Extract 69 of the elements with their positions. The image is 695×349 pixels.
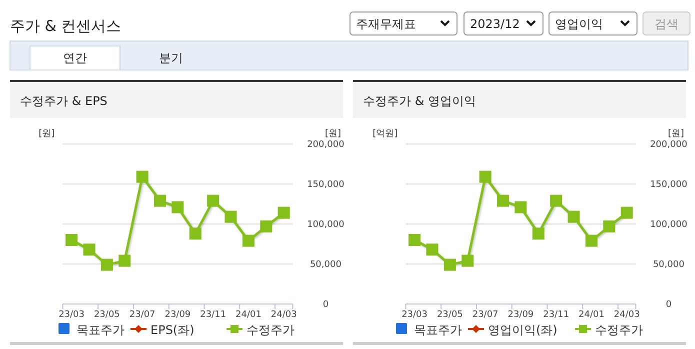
point — [568, 210, 580, 223]
x-tick-label: 23/11 — [543, 310, 570, 320]
y2-tick-label: 50,000 — [310, 260, 342, 270]
point — [83, 244, 96, 256]
point — [260, 220, 272, 232]
y2-tick-label: 100,000 — [650, 220, 688, 230]
y-axis-title: [억원] — [372, 129, 398, 139]
x-tick-label: 23/03 — [402, 310, 428, 320]
point — [66, 234, 78, 246]
x-tick-label: 23/05 — [94, 310, 120, 320]
legend-label: EPS(좌) — [150, 323, 194, 337]
x-tick-label: 23/03 — [58, 310, 85, 320]
point — [207, 194, 220, 207]
point — [514, 201, 527, 214]
point — [100, 258, 113, 271]
point — [444, 258, 456, 271]
point — [242, 234, 254, 247]
y2-axis-title: [원] — [668, 129, 684, 139]
point — [172, 201, 184, 214]
text: 분기 — [159, 51, 183, 65]
x-tick-label: 24/01 — [578, 310, 604, 320]
x-tick-label: 23/11 — [200, 310, 226, 320]
text: 2023/12 — [470, 17, 520, 31]
legend-label: 수정주가 — [595, 323, 643, 337]
point — [278, 206, 290, 219]
point — [585, 234, 598, 247]
x-tick-label: 24/03 — [270, 310, 297, 320]
y2-tick-label: 0 — [322, 300, 329, 310]
point — [497, 194, 510, 207]
point — [224, 210, 237, 223]
y2-tick-label: 150,000 — [650, 180, 688, 190]
text: 연간 — [63, 51, 87, 65]
point — [479, 170, 492, 183]
y2-tick-label: 150,000 — [307, 180, 345, 190]
legend-label: 목표주가 — [76, 323, 124, 337]
text: 주재무제표 — [356, 17, 416, 31]
point — [426, 244, 438, 256]
point — [136, 170, 148, 183]
legend-label: 목표주가 — [414, 323, 462, 337]
text: 영업이익 — [555, 17, 603, 31]
y-axis-title: [원] — [38, 129, 55, 139]
text: 검색 — [654, 17, 678, 31]
x-tick-label: 24/03 — [614, 310, 640, 320]
point — [462, 254, 474, 267]
y2-tick-label: 200,000 — [307, 140, 345, 150]
text: 주가 & 컨센서스 — [10, 17, 122, 35]
x-tick-label: 23/07 — [472, 310, 498, 320]
point — [118, 254, 131, 267]
x-tick-label: 24/01 — [236, 310, 262, 320]
point — [603, 220, 616, 232]
chart-title: 수정주가 & EPS — [20, 94, 108, 108]
point — [620, 206, 633, 219]
y2-tick-label: 50,000 — [652, 260, 685, 270]
x-tick-label: 23/07 — [129, 310, 156, 320]
point — [189, 228, 202, 240]
x-tick-label: 23/05 — [436, 310, 463, 320]
y2-tick-label: 200,000 — [650, 140, 688, 150]
point — [408, 234, 421, 246]
x-tick-label: 23/09 — [508, 310, 534, 320]
chart-title: 수정주가 & 영업이익 — [363, 94, 476, 108]
x-tick-label: 23/09 — [164, 310, 191, 320]
y2-tick-label: 100,000 — [307, 220, 345, 230]
point — [550, 194, 562, 207]
point — [532, 228, 544, 240]
y2-tick-label: 0 — [666, 300, 672, 310]
legend-label: 영업이익(좌) — [488, 323, 558, 337]
y2-axis-title: [원] — [324, 129, 341, 139]
legend-label: 수정주가 — [246, 323, 294, 337]
point — [154, 194, 166, 207]
